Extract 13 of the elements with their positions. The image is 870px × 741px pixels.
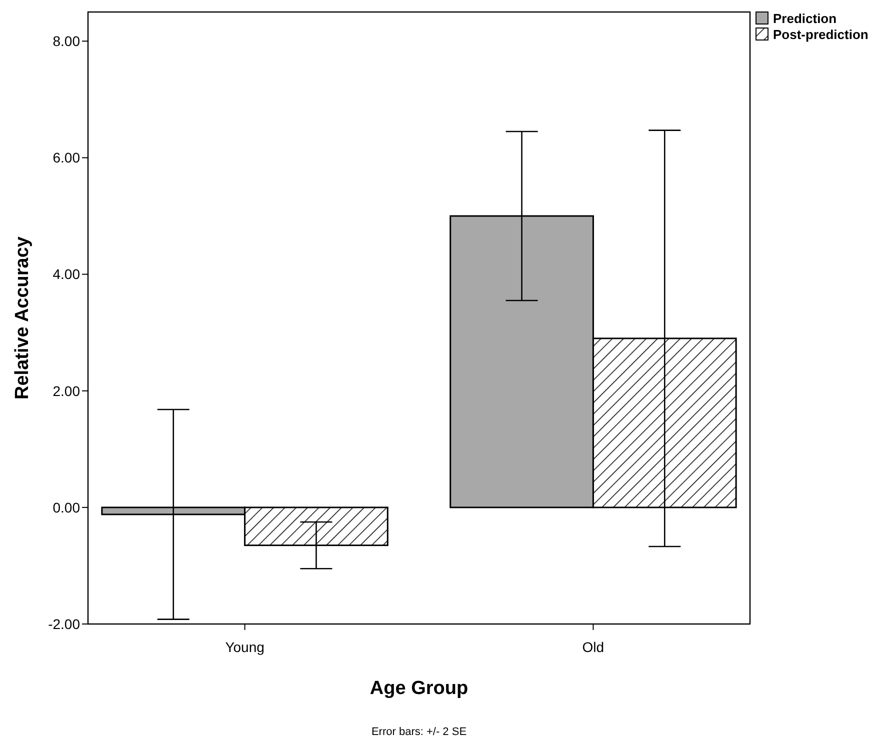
x-tick-label: Old: [582, 639, 604, 655]
y-tick-label: 8.00: [52, 33, 80, 50]
y-tick-label: 0.00: [52, 499, 80, 516]
legend-label: Prediction: [773, 11, 837, 26]
text: Error bars: +/- 2 SE: [371, 726, 467, 738]
x-tick-label: Young: [225, 639, 264, 655]
y-axis-title: Relative Accuracy: [12, 236, 33, 400]
y-tick-label: -2.00: [48, 616, 80, 632]
y-tick-label: 6.00: [52, 150, 80, 166]
y-tick-label: 4.00: [52, 266, 80, 282]
y-tick-label: 2.00: [52, 382, 80, 399]
legend-label: Post-prediction: [773, 27, 868, 42]
x-axis-title: Age Group: [370, 678, 468, 699]
